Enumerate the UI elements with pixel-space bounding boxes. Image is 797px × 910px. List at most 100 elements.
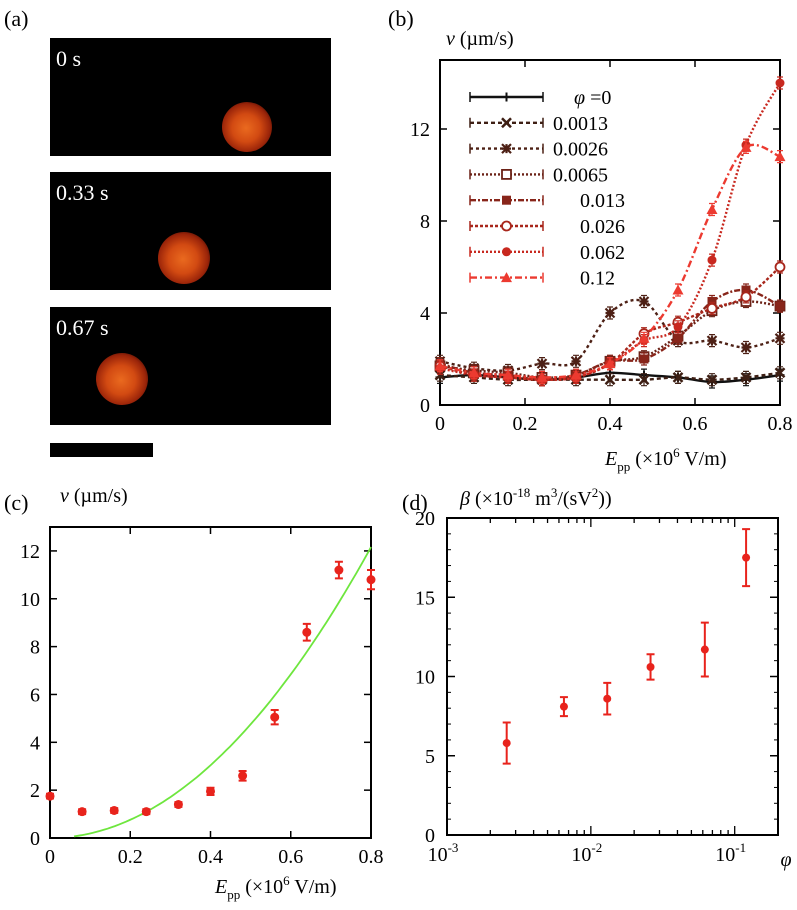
x-axis-label: Epp (×106 V/m): [604, 445, 727, 474]
data-point: [774, 151, 786, 162]
legend-cap: [469, 169, 544, 180]
data-point: [434, 360, 446, 371]
legend-cap: [469, 221, 544, 231]
y-axis-label: v (µm/s): [446, 28, 514, 50]
legend-cap: [469, 272, 544, 283]
x-tick-label: 0.8: [359, 846, 384, 868]
legend-entry-6: 0.062: [469, 242, 625, 264]
x-tick-label: 10-2: [571, 840, 602, 866]
legend-entry-2: 0.0026: [469, 139, 608, 161]
panel-b-label: (b): [388, 6, 414, 31]
data-point: [673, 333, 683, 343]
legend-label: φ =0: [574, 87, 611, 109]
data-point: [706, 374, 718, 386]
x-tick-label: 0.2: [118, 846, 143, 868]
data-point: [740, 141, 752, 152]
data-point: [707, 297, 717, 306]
legend-cap: [469, 246, 544, 257]
micrograph-frame-1: 0 s: [50, 38, 331, 156]
data-point: [774, 367, 786, 379]
data-point: [673, 322, 683, 332]
scale-bar: [50, 443, 153, 457]
data-point: [775, 78, 785, 88]
data-point: [238, 771, 248, 781]
legend-marker: [502, 247, 511, 257]
y-tick-label: 0: [420, 395, 430, 417]
legend-marker: [502, 92, 511, 102]
legend-label: 0.062: [580, 242, 625, 264]
data-point: [559, 702, 568, 711]
data-point: [646, 662, 655, 671]
y-tick-label: 4: [30, 732, 40, 754]
legend-cap: [469, 143, 544, 154]
legend-marker: [501, 117, 512, 129]
data-point: [502, 739, 511, 748]
data-point: [141, 807, 151, 817]
legend-entry-7: 0.12: [469, 268, 615, 290]
data-point: [740, 372, 752, 383]
data-point: [270, 712, 280, 722]
legend-cap: [469, 92, 544, 102]
legend-label: 0.0065: [553, 164, 608, 186]
panel-d-label: (d): [402, 490, 428, 515]
x-tick-label: 0.8: [768, 413, 793, 435]
data-point: [706, 335, 718, 346]
y-tick-label: 5: [425, 746, 435, 768]
data-point: [706, 204, 718, 214]
data-point: [570, 356, 582, 367]
data-point: [536, 371, 548, 382]
data-point: [741, 285, 751, 295]
y-tick-label: 12: [20, 541, 40, 563]
x-tick-label: 0: [45, 846, 55, 868]
plot-frame: [446, 517, 779, 836]
x-tick-label: 0: [435, 413, 445, 435]
data-point: [775, 301, 785, 311]
micrograph-frame-2: 0.33 s: [50, 172, 331, 290]
x-axis-label: φ: [780, 849, 791, 871]
y-axis-label: β (×10-18 m3/(sV2)): [459, 485, 612, 510]
data-point: [740, 342, 752, 353]
data-point: [502, 369, 514, 380]
data-point: [109, 805, 119, 815]
data-point: [334, 565, 344, 575]
y-tick-label: 2: [30, 780, 40, 802]
frame-time-label: 0.33 s: [56, 180, 109, 205]
data-point: [302, 627, 312, 637]
legend-cap: [469, 195, 544, 206]
panel-c-label: (c): [4, 490, 29, 515]
data-point: [638, 332, 650, 343]
data-point: [604, 358, 616, 369]
legend-cap: [469, 117, 544, 128]
x-axis-label: Epp (×106 V/m): [214, 873, 337, 902]
data-point: [700, 645, 709, 654]
data-point: [672, 372, 684, 383]
data-point: [77, 807, 87, 817]
data-point: [639, 354, 649, 364]
legend-label: 0.013: [580, 190, 625, 212]
x-tick-label: 0.2: [513, 413, 538, 435]
legend-label: 0.026: [580, 216, 625, 238]
x-tick-label: 0.4: [198, 846, 223, 868]
series-line: [439, 298, 781, 372]
data-point: [774, 333, 786, 344]
particle: [222, 102, 272, 152]
fit-curve: [73, 546, 372, 838]
micrograph-frame-3: 0.67 s: [50, 307, 331, 425]
y-tick-label: 6: [30, 684, 40, 706]
data-point: [638, 296, 650, 307]
x-tick-label: 0.6: [278, 846, 303, 868]
y-tick-label: 0: [30, 828, 40, 850]
data-point: [672, 284, 684, 295]
data-point: [740, 291, 752, 303]
panel-a-label: (a): [4, 6, 29, 31]
legend-marker: [501, 168, 512, 180]
data-point: [638, 374, 650, 386]
data-point: [707, 255, 717, 265]
legend-marker: [501, 220, 512, 232]
data-point: [570, 369, 582, 380]
y-tick-label: 0: [425, 825, 435, 847]
series-line: [439, 266, 781, 381]
data-point: [604, 307, 616, 319]
frame-time-label: 0 s: [56, 46, 82, 71]
